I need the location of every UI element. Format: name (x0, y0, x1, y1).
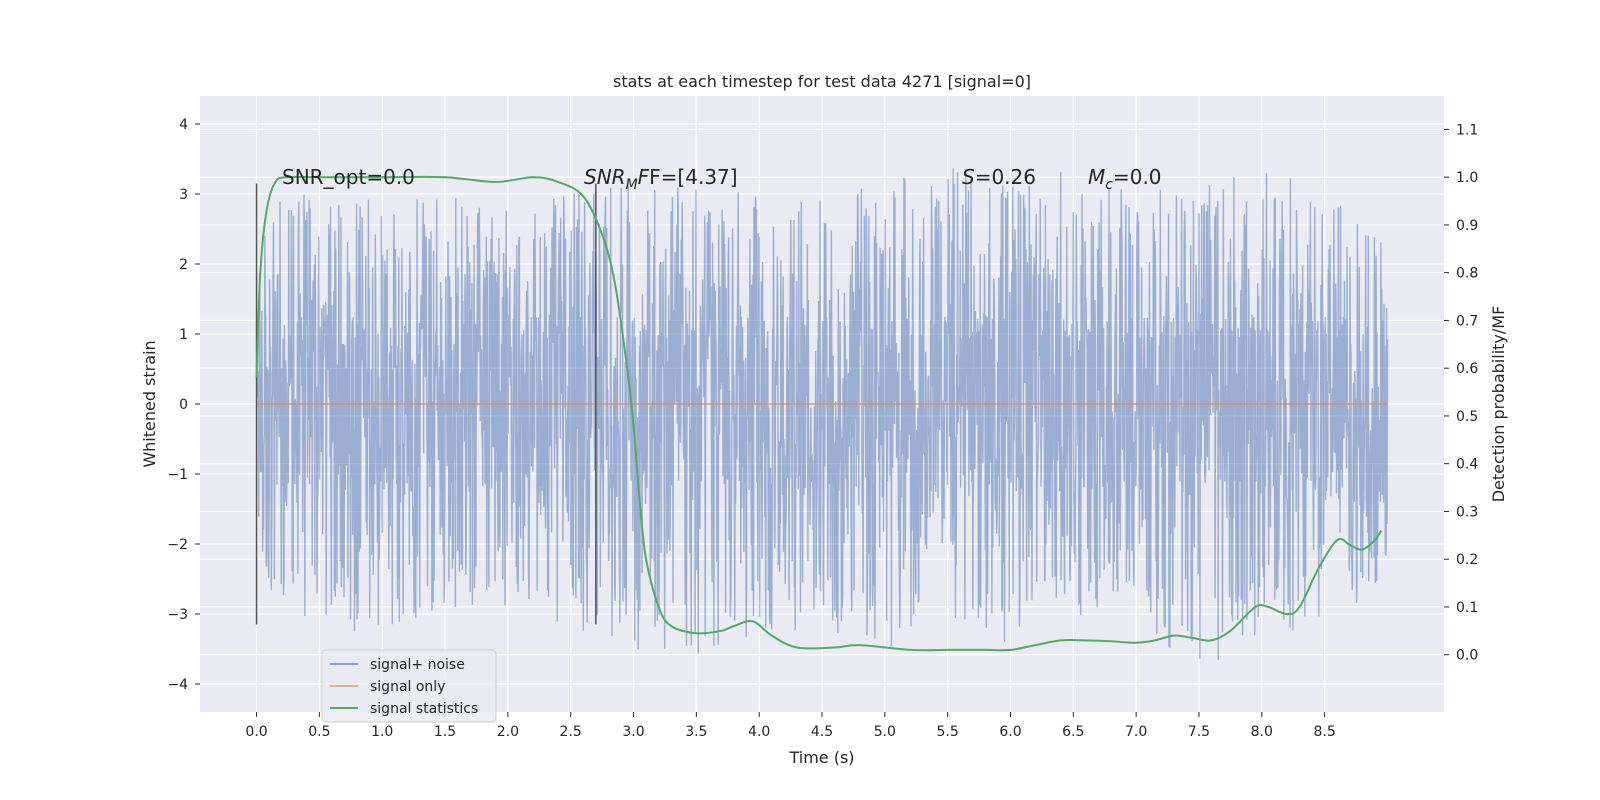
y-tick-label-6: 2 (179, 257, 188, 273)
y-axis-ticks: −4 −3 −2 −1 0 1 2 3 4 (167, 117, 200, 693)
x-axis-ticks: 0.0 0.5 1.0 1.5 2.0 2.5 3.0 3.5 4.0 4.5 5.0 5.5 6.0 6… (245, 712, 1336, 740)
legend-label-signal-noise: signal+ noise (370, 657, 465, 673)
y2-tick-label-0: 0.0 (1456, 648, 1478, 664)
legend: signal+ noise signal only signal statist… (321, 649, 497, 723)
legend-box (321, 649, 497, 723)
signal-statistics-line (255, 175, 1383, 652)
y2-axis-label: Detection probability/MF (1489, 306, 1508, 503)
annotation-s-value: =0.26 (975, 165, 1036, 189)
annotation-mc-value: =0.0 (1113, 165, 1162, 189)
annotation-snr-mf-value: F=[4.37] (649, 165, 737, 189)
x-tick-label-17: 8.5 (1313, 724, 1335, 740)
series-signal-noise (255, 168, 1389, 661)
x-tick-label-2: 1.0 (371, 724, 393, 740)
annotation-s-main: S (962, 165, 975, 189)
x-tick-label-9: 4.5 (811, 724, 833, 740)
y-tick-label-3: −1 (167, 467, 188, 483)
annotations: SNR_opt=0.0 SNRMFF=[4.37] S=0.26 Mc=0.0 (282, 165, 1162, 193)
x-tick-label-16: 8.0 (1251, 724, 1273, 740)
annotation-mc-main: M (1088, 165, 1105, 189)
y2-tick-label-1: 0.1 (1456, 600, 1478, 616)
vertical-markers (255, 183, 597, 625)
y2-tick-label-8: 0.8 (1456, 266, 1478, 282)
chart-title: stats at each timestep for test data 427… (613, 72, 1031, 91)
y2-tick-label-5: 0.5 (1456, 409, 1478, 425)
annotation-snr-opt: SNR_opt=0.0 (282, 165, 415, 189)
signal-noise-trace (255, 168, 1389, 661)
y-tick-label-5: 1 (179, 327, 188, 343)
y2-tick-label-11: 1.1 (1456, 122, 1478, 138)
legend-label-signal-only: signal only (370, 679, 445, 695)
x-tick-label-1: 0.5 (308, 724, 330, 740)
y2-axis-ticks: 0.0 0.1 0.2 0.3 0.4 0.5 0.6 0.7 0.8 0.9 1.0 1.1 (1444, 122, 1478, 664)
x-tick-label-4: 2.0 (497, 724, 519, 740)
y-axis-label: Whitened strain (140, 340, 159, 467)
x-tick-label-11: 5.5 (937, 724, 959, 740)
x-tick-label-0: 0.0 (245, 724, 267, 740)
x-tick-label-7: 3.5 (685, 724, 707, 740)
annotation-s: S=0.26 (962, 165, 1036, 189)
series-signal-statistics (255, 175, 1383, 652)
legend-label-signal-statistics: signal statistics (370, 701, 478, 717)
y2-tick-label-4: 0.4 (1456, 457, 1478, 473)
y-tick-label-1: −3 (167, 607, 188, 623)
x-tick-label-15: 7.5 (1188, 724, 1210, 740)
annotation-snr-mf-sub: M (626, 177, 638, 193)
x-tick-label-3: 1.5 (434, 724, 456, 740)
annotation-snr-mf: SNRMFF=[4.37] (584, 165, 738, 193)
x-axis-label: Time (s) (788, 748, 854, 767)
y-tick-label-4: 0 (179, 397, 188, 413)
y2-tick-label-2: 0.2 (1456, 552, 1478, 568)
y-tick-label-8: 4 (179, 117, 188, 133)
annotation-snr-mf-rest-italic: F (638, 165, 650, 189)
x-tick-label-10: 5.0 (874, 724, 896, 740)
y2-tick-label-3: 0.3 (1456, 504, 1478, 520)
annotation-mc-sub: c (1105, 177, 1113, 193)
x-tick-label-5: 2.5 (560, 724, 582, 740)
y2-tick-label-7: 0.7 (1456, 313, 1478, 329)
y-tick-label-0: −4 (167, 677, 188, 693)
y-tick-label-7: 3 (179, 187, 188, 203)
annotation-snr-mf-main: SNR (584, 165, 626, 189)
y-tick-label-2: −2 (167, 537, 188, 553)
x-tick-label-13: 6.5 (1062, 724, 1084, 740)
x-tick-label-14: 7.0 (1125, 724, 1147, 740)
annotation-mc: Mc=0.0 (1088, 165, 1162, 193)
y2-tick-label-9: 0.9 (1456, 218, 1478, 234)
y2-tick-label-6: 0.6 (1456, 361, 1478, 377)
x-tick-label-8: 4.0 (748, 724, 770, 740)
x-tick-label-12: 6.0 (999, 724, 1021, 740)
y2-tick-label-10: 1.0 (1456, 170, 1478, 186)
x-tick-label-6: 3.0 (622, 724, 644, 740)
